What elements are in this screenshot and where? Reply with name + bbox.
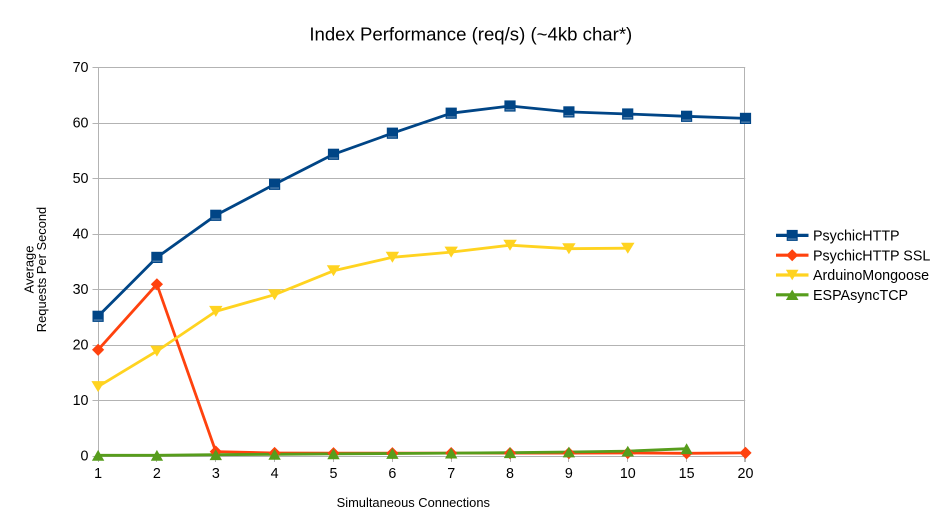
svg-text:70: 70 bbox=[73, 60, 89, 76]
svg-text:30: 30 bbox=[73, 282, 89, 298]
svg-text:8: 8 bbox=[506, 466, 514, 482]
svg-text:PsychicHTTP: PsychicHTTP bbox=[813, 229, 900, 245]
svg-text:4: 4 bbox=[271, 466, 279, 482]
svg-text:3: 3 bbox=[212, 466, 220, 482]
svg-text:1: 1 bbox=[94, 466, 102, 482]
svg-text:Index Performance (req/s) (~4k: Index Performance (req/s) (~4kb char*) bbox=[309, 23, 632, 44]
svg-text:50: 50 bbox=[73, 171, 89, 187]
svg-text:60: 60 bbox=[73, 116, 89, 132]
svg-text:10: 10 bbox=[73, 393, 89, 409]
svg-text:2: 2 bbox=[153, 466, 161, 482]
svg-text:Requests Per Second: Requests Per Second bbox=[34, 207, 49, 332]
svg-text:5: 5 bbox=[330, 466, 338, 482]
svg-text:Simultaneous Connections: Simultaneous Connections bbox=[337, 495, 490, 510]
svg-text:9: 9 bbox=[565, 466, 573, 482]
svg-text:20: 20 bbox=[738, 466, 754, 482]
svg-text:20: 20 bbox=[73, 338, 89, 354]
svg-text:6: 6 bbox=[388, 466, 396, 482]
svg-text:ESPAsyncTCP: ESPAsyncTCP bbox=[813, 288, 908, 304]
svg-text:10: 10 bbox=[620, 466, 636, 482]
svg-text:0: 0 bbox=[81, 449, 89, 465]
svg-text:Average: Average bbox=[22, 246, 37, 294]
svg-text:15: 15 bbox=[679, 466, 695, 482]
svg-text:40: 40 bbox=[73, 227, 89, 243]
svg-text:PsychicHTTP SSL: PsychicHTTP SSL bbox=[813, 248, 930, 264]
svg-text:7: 7 bbox=[447, 466, 455, 482]
svg-text:ArduinoMongoose: ArduinoMongoose bbox=[813, 268, 929, 284]
